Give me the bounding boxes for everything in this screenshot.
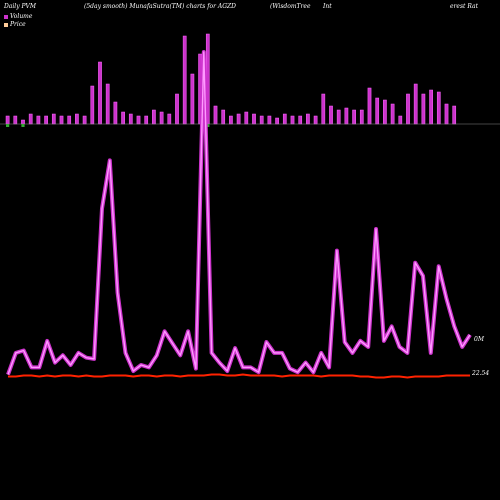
volume-bar	[152, 109, 156, 125]
volume-bar	[98, 61, 102, 125]
volume-bar	[436, 91, 441, 125]
legend-price-label: Price	[10, 21, 26, 28]
volume-bar	[213, 105, 218, 125]
volume-bar	[21, 119, 25, 125]
volume-bar	[221, 109, 226, 125]
legend-volume: Volume	[4, 13, 32, 20]
chart-title-right-b: Int	[323, 3, 332, 10]
volume-bar	[259, 115, 264, 125]
volume-line-core	[7, 51, 471, 375]
volume-bar	[252, 113, 256, 125]
price-axis-label: 22.54	[472, 370, 490, 377]
volume-bar	[344, 107, 349, 125]
volume-bar	[51, 113, 56, 125]
volume-bar	[175, 93, 179, 125]
volume-bar	[236, 113, 241, 125]
legend-price: Price	[4, 21, 26, 28]
volume-bar	[321, 93, 326, 125]
volume-bar	[229, 115, 233, 125]
volume-bar	[359, 109, 364, 125]
volume-bar	[67, 115, 72, 125]
volume-bar	[244, 111, 249, 125]
volume-bar	[352, 109, 356, 125]
volume-bar	[159, 111, 164, 125]
volume-bar	[167, 113, 172, 125]
volume-bar	[367, 87, 372, 125]
volume-bar	[28, 113, 33, 125]
volume-bar	[429, 89, 433, 125]
legend-volume-swatch	[4, 14, 8, 19]
volume-bar	[413, 83, 418, 125]
volume-bar	[406, 93, 410, 125]
volume-bar	[90, 85, 95, 125]
volume-bar	[182, 35, 187, 125]
volume-bar	[452, 105, 457, 125]
volume-bar	[144, 115, 149, 125]
volume-bar	[421, 93, 426, 125]
volume-bar	[329, 105, 333, 125]
chart-title-left: Daily PVM	[4, 3, 37, 10]
down-day-marker	[206, 124, 210, 127]
volume-bar	[290, 115, 295, 125]
volume-bar	[444, 103, 449, 125]
volume-bar	[375, 97, 380, 125]
price-line	[8, 373, 470, 379]
legend-volume-label: Volume	[10, 13, 33, 20]
volume-bar	[190, 73, 195, 125]
volume-bar	[383, 99, 387, 125]
down-day-marker	[6, 124, 10, 127]
volume-bar	[306, 113, 310, 125]
chart-title-right-c: erest Rat	[450, 3, 479, 10]
volume-bar	[128, 113, 133, 125]
volume-bar	[313, 115, 318, 125]
volume-bar	[13, 115, 18, 125]
volume-bar	[44, 115, 48, 125]
volume-bar	[136, 115, 141, 125]
volume-bar	[298, 115, 303, 125]
volume-bar	[121, 111, 125, 125]
volume-bar	[5, 115, 10, 125]
volume-bar	[36, 115, 41, 125]
volume-bar	[113, 101, 118, 125]
down-day-marker	[21, 124, 25, 127]
volume-bar	[390, 103, 395, 125]
volume-bar	[336, 109, 341, 125]
volume-bar	[105, 83, 110, 125]
volume-bar	[267, 115, 272, 125]
chart-title-center: (5day smooth) MunafaSutra(TM) charts for…	[84, 3, 236, 10]
legend-price-swatch	[4, 22, 8, 27]
volume-line	[6, 50, 472, 376]
volume-bar	[82, 115, 87, 125]
volume-bar	[282, 113, 287, 125]
volume-bar	[75, 113, 79, 125]
volume-axis-label: 0M	[474, 336, 484, 343]
chart-title-right-a: (WisdomTree	[270, 3, 311, 10]
volume-bar	[398, 115, 403, 125]
volume-bar	[275, 117, 279, 125]
volume-bar	[59, 115, 64, 125]
